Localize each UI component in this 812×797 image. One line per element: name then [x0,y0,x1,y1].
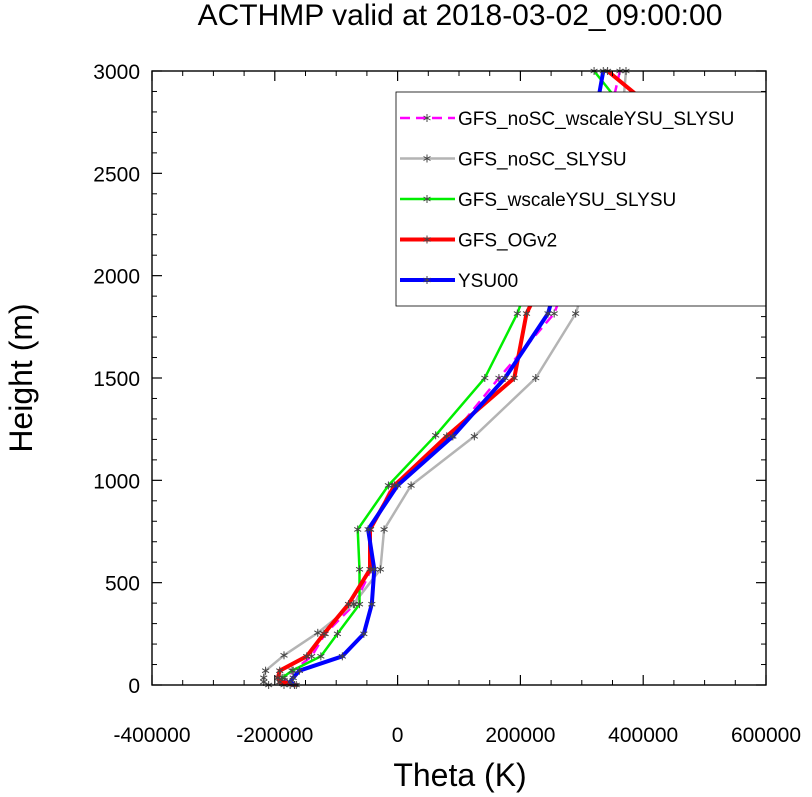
series-point [355,600,364,609]
series-point [550,309,558,318]
x-tick-label: 600000 [731,724,801,747]
series-point [338,652,347,661]
series-point [513,309,522,318]
series-point [364,525,372,534]
y-tick-label: 1000 [93,470,140,493]
x-tick-label: 400000 [608,724,678,747]
series-point [288,666,296,675]
series-point [353,525,362,534]
series-point [544,309,552,318]
legend-marker [423,276,431,284]
legend-marker [423,154,431,163]
series-point [368,600,376,609]
series-point [317,652,325,661]
series-point [295,666,304,675]
series-point [314,628,322,637]
legend-label: GFS_OGv2 [458,231,557,252]
y-axis-label: Height (m) [3,303,39,452]
x-axis-label: Theta (K) [393,757,526,793]
y-tick-label: 2500 [93,163,140,186]
axes-layer: -400000 -200000 0 200000 400000 600000 0 500 100… [93,61,801,747]
series-point [380,525,388,534]
series-point [501,374,509,382]
legend-marker [423,235,431,244]
series-point [470,432,479,441]
x-tick-label: 0 [392,724,404,747]
series-point [481,374,489,382]
series-point [261,666,270,675]
series-point [260,673,268,682]
legend-label: GFS_noSC_wscaleYSU_SLYSU [458,109,734,130]
legend: GFS_noSC_wscaleYSU_SLYSU GFS_noSC_SLYSU GF… [400,109,734,292]
series-point [431,431,440,440]
plot-frame [151,70,767,686]
series-point [571,309,580,318]
series-point [360,629,368,638]
series-point [344,600,353,609]
chart-title: ACTHMP valid at 2018-03-02_09:00:00 [198,0,723,32]
legend-marker [423,195,431,203]
series-point [532,374,540,382]
series-point [275,666,284,675]
series-point [289,673,297,682]
series-point [370,565,378,574]
x-tick-label: -200000 [236,724,313,747]
legend-label: GFS_wscaleYSU_SLYSU [458,190,676,211]
series-point [333,629,342,638]
legend-marker [423,114,431,122]
legend-label: YSU00 [458,271,518,292]
x-tick-label: 200000 [485,724,555,747]
x-tick-label: -400000 [113,724,190,747]
legend-label: GFS_noSC_SLYSU [458,150,627,171]
series-point [355,565,364,574]
series-point [449,432,457,441]
series-point [522,309,531,318]
y-tick-label: 3000 [93,61,140,84]
y-tick-label: 0 [128,675,140,698]
series-point [407,481,415,490]
series-point [510,374,518,382]
y-tick-label: 1500 [93,368,140,391]
legend-box [395,91,767,307]
series-point [303,652,311,661]
series-point [393,481,402,490]
series-point [320,629,328,638]
series-point [384,481,393,490]
series-point [376,565,385,574]
series-point [280,651,288,660]
y-tick-label: 2000 [93,266,140,289]
y-tick-label: 500 [105,573,140,596]
series-point [274,673,282,682]
